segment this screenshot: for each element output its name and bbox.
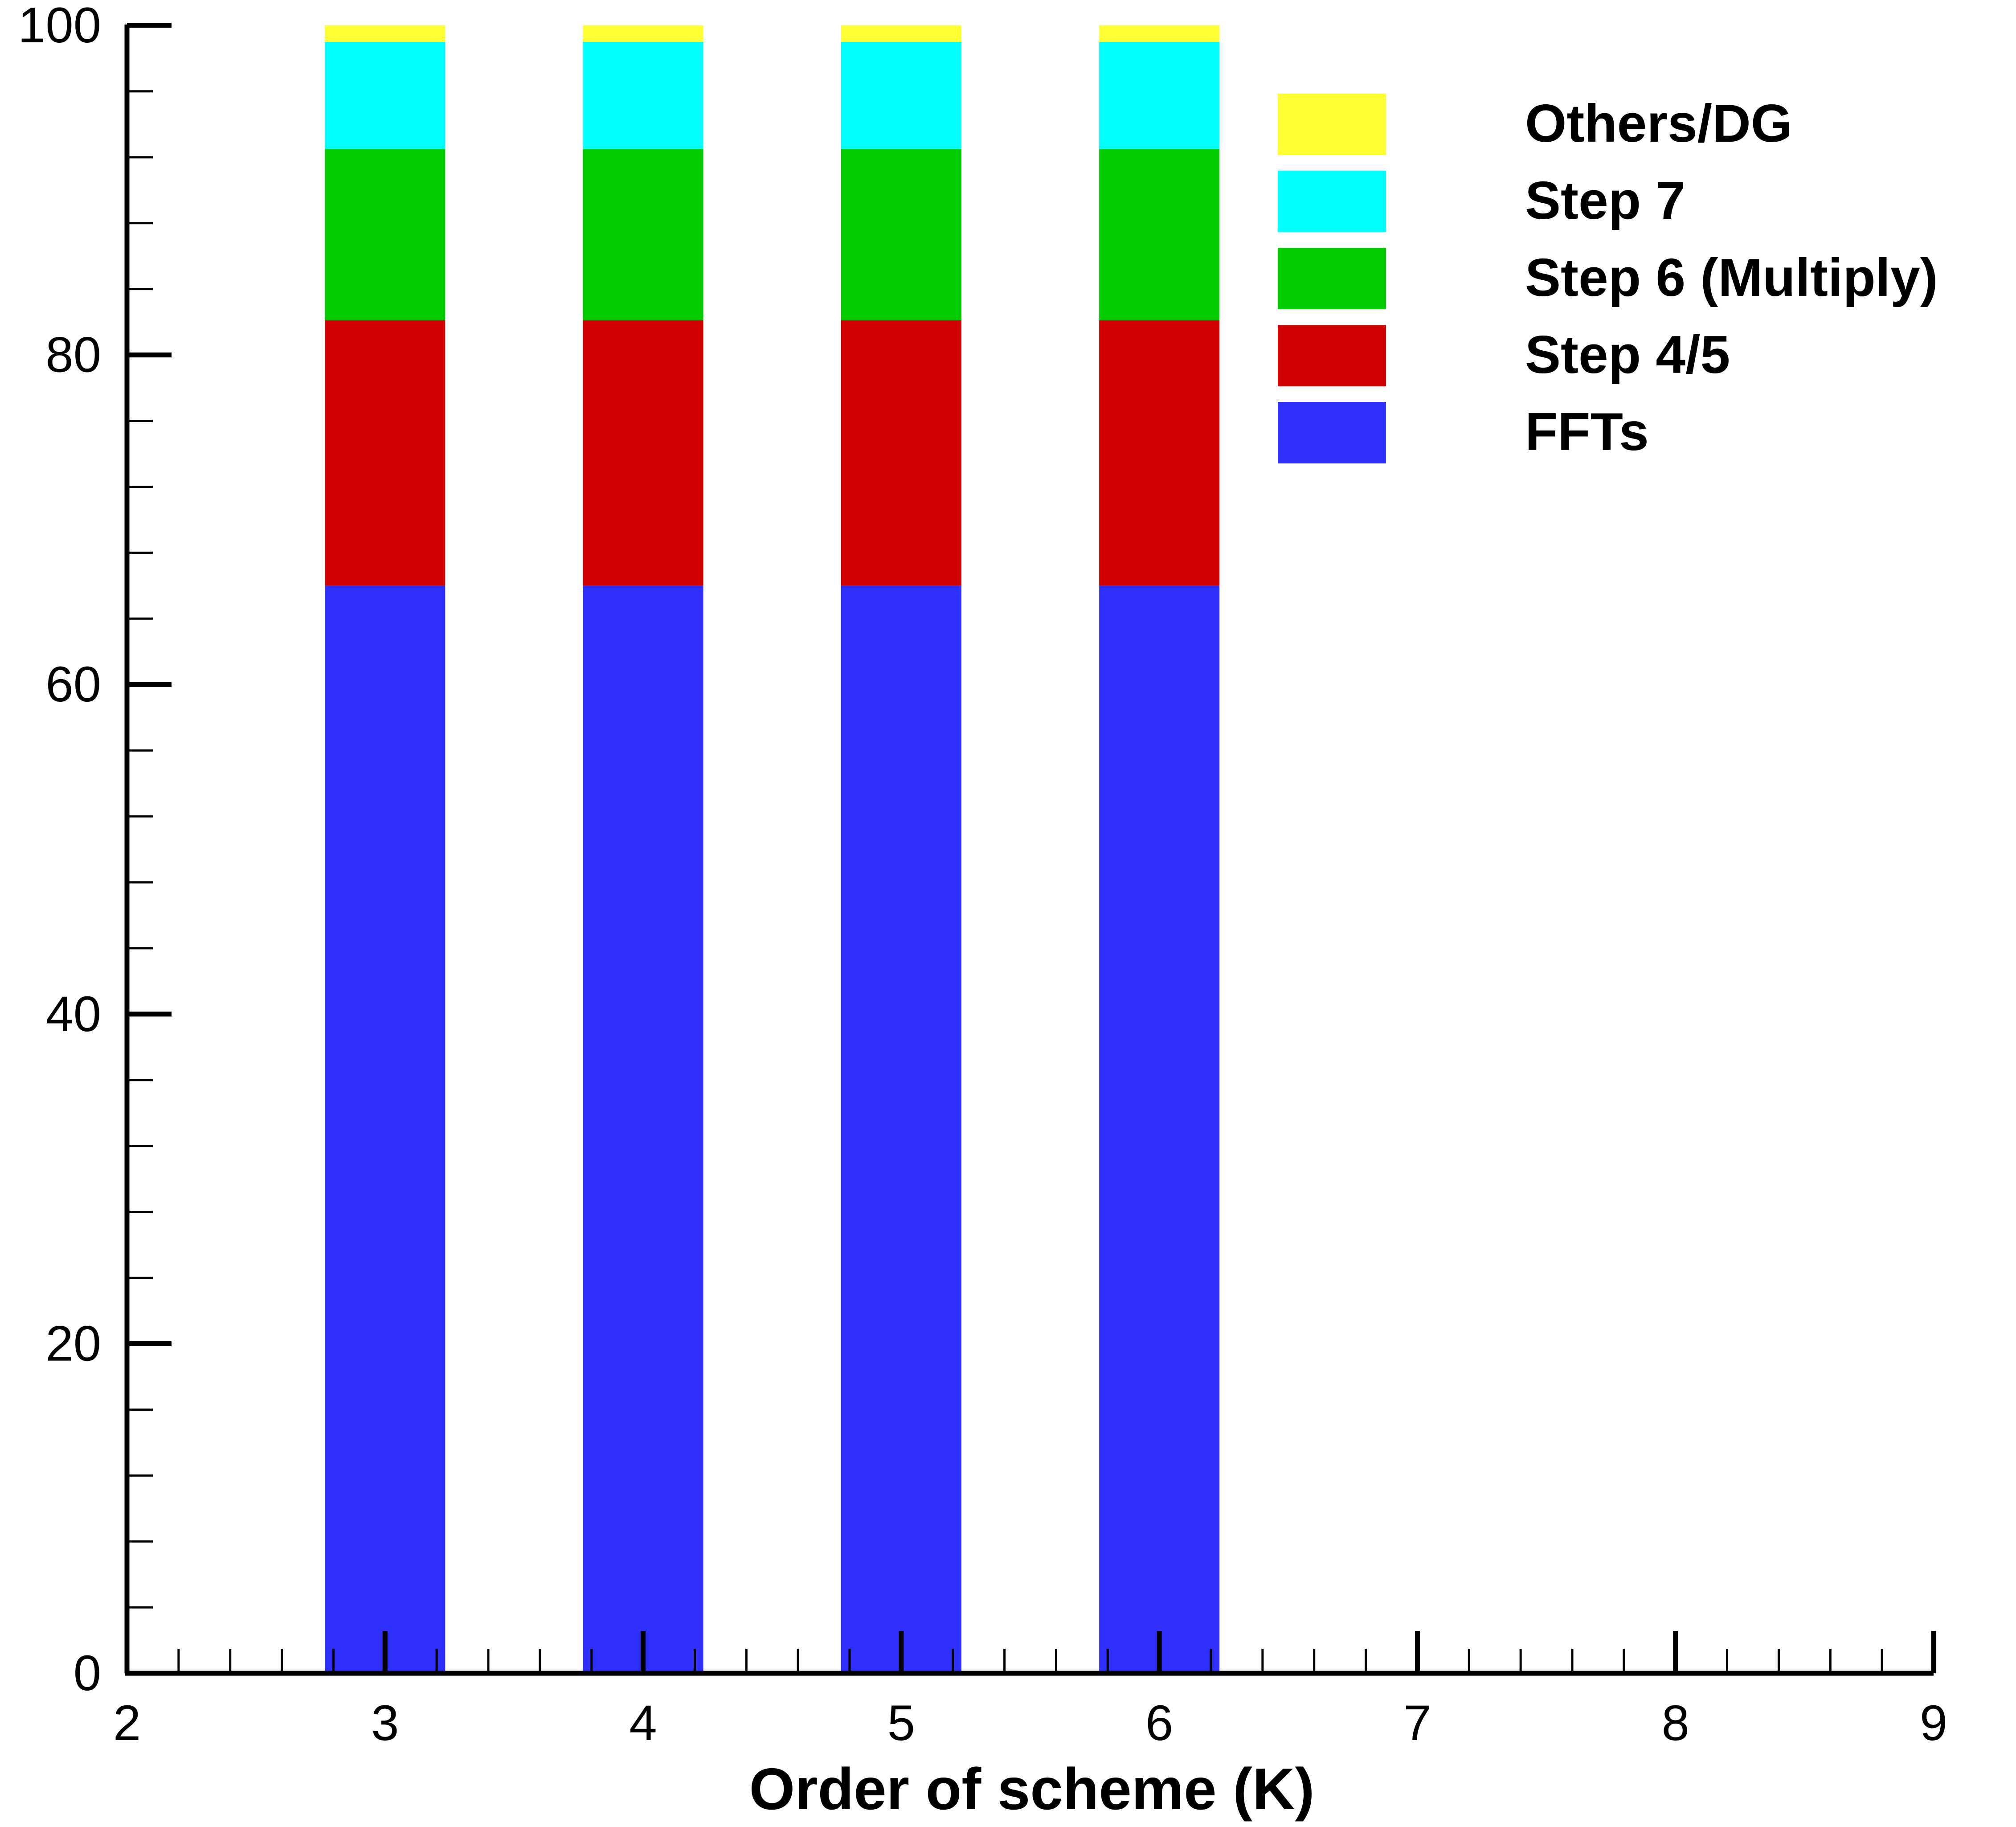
x-axis-title: Order of scheme (K) [749,1756,1315,1822]
bar-segment-step-4-5-k4 [583,320,703,586]
bar-segment-ffts-k4 [583,586,703,1674]
x-tick-label: 5 [887,1695,915,1751]
bar-segment-step-4-5-k5 [841,320,961,586]
legend: Others/DG Step 7 Step 6 (Multiply) Step 4/5… [1278,94,1938,463]
bar-segment-ffts-k5 [841,586,961,1674]
x-tick-label: 7 [1403,1695,1431,1751]
x-tick-label: 3 [371,1695,399,1751]
bar-segment-step-6-multiply--k4 [583,149,703,320]
legend-swatch-step-4-5 [1278,325,1386,386]
legend-label-step-4-5: Step 4/5 [1525,325,1730,385]
legend-swatch-others-dg [1278,94,1386,155]
y-tick-label: 40 [45,986,101,1042]
bar-segment-step-6-multiply--k6 [1099,149,1220,320]
legend-swatch-step-6-multiply- [1278,248,1386,309]
bar-segment-others-dg-k4 [583,25,703,42]
x-tick-label: 9 [1920,1695,1947,1751]
x-tick-label: 2 [113,1695,141,1751]
x-tick-label: 8 [1662,1695,1689,1751]
bars-group [325,25,1220,1674]
bar-segment-ffts-k6 [1099,586,1220,1674]
legend-label-step-6-multiply-: Step 6 (Multiply) [1525,248,1938,307]
legend-label-ffts: FFTs [1525,402,1649,462]
bar-segment-step-7-k3 [325,41,446,149]
x-tick-label: 4 [629,1695,657,1751]
bar-segment-others-dg-k6 [1099,25,1220,42]
bar-segment-others-dg-k3 [325,25,446,42]
bar-segment-step-7-k6 [1099,41,1220,149]
y-tick-label: 80 [45,327,101,383]
axes-group: 0 20 40 60 80 100 2 3 4 5 6 7 8 9 [18,0,1947,1751]
bar-segment-step-6-multiply--k5 [841,149,961,320]
bar-segment-others-dg-k5 [841,25,961,42]
bar-segment-step-7-k5 [841,41,961,149]
bar-segment-step-7-k4 [583,41,703,149]
y-tick-label: 60 [45,656,101,712]
bar-segment-step-4-5-k6 [1099,320,1220,586]
legend-swatch-step-7 [1278,171,1386,232]
y-tick-label: 0 [74,1645,101,1701]
legend-label-step-7: Step 7 [1525,171,1685,230]
bar-segment-step-4-5-k3 [325,320,446,586]
x-tick-label: 6 [1145,1695,1173,1751]
y-tick-label: 100 [18,0,101,53]
legend-label-others-dg: Others/DG [1525,94,1792,153]
bar-segment-step-6-multiply--k3 [325,149,446,320]
bar-segment-ffts-k3 [325,586,446,1674]
legend-swatch-ffts [1278,402,1386,463]
y-tick-label: 20 [45,1315,101,1371]
